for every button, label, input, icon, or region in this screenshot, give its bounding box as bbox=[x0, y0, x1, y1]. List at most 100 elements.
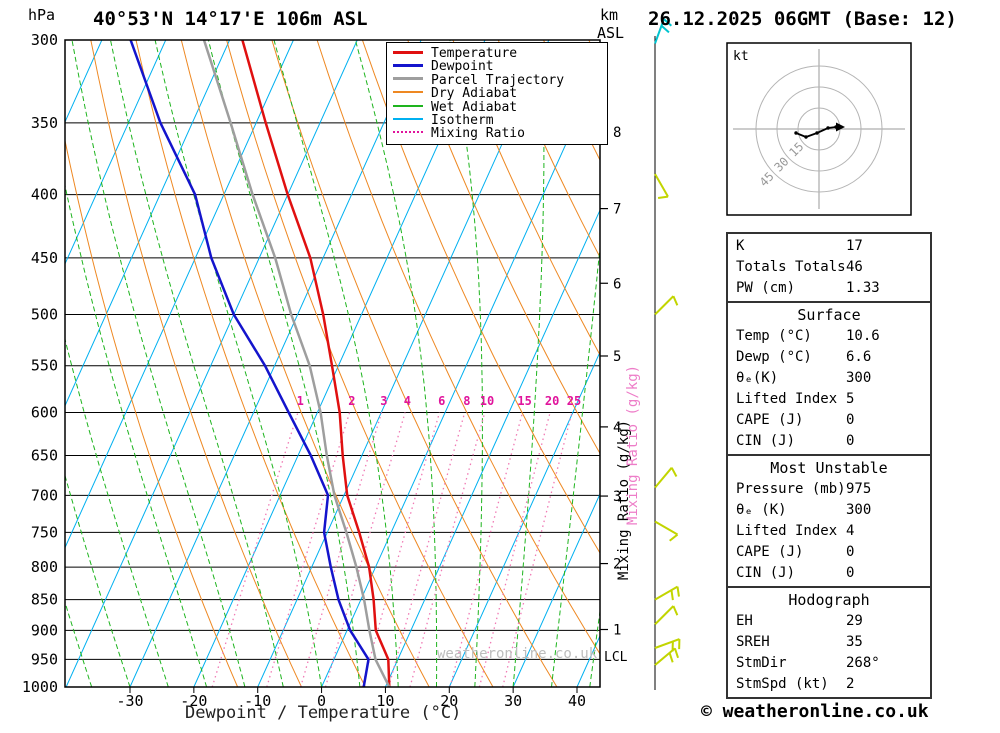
stat-label: CAPE (J) bbox=[736, 412, 804, 428]
legend-label: Wet Adiabat bbox=[431, 99, 518, 115]
stat-row: StmSpd (kt) 2 bbox=[728, 674, 930, 695]
svg-text:3: 3 bbox=[380, 394, 387, 408]
svg-text:2: 2 bbox=[613, 557, 621, 573]
stat-value: 0 bbox=[846, 412, 855, 428]
stat-value: 6.6 bbox=[846, 349, 872, 365]
stat-value: 0 bbox=[846, 544, 855, 560]
svg-text:-20: -20 bbox=[180, 692, 207, 710]
svg-text:750: 750 bbox=[31, 523, 58, 541]
svg-text:800: 800 bbox=[31, 558, 58, 576]
svg-text:400: 400 bbox=[31, 186, 58, 204]
stat-row: Temp (°C) 10.6 bbox=[728, 326, 930, 347]
svg-text:6: 6 bbox=[438, 394, 445, 408]
stat-value: 17 bbox=[846, 238, 863, 254]
stat-row: Lifted Index 5 bbox=[728, 389, 930, 410]
stats-table: K 17 Totals Totals 46 PW (cm) 1.33 Surface Temp… bbox=[726, 232, 932, 699]
pressure-unit-label: hPa bbox=[28, 6, 56, 24]
legend-label: Mixing Ratio bbox=[431, 126, 525, 142]
stat-label: StmSpd (kt) bbox=[736, 676, 829, 692]
stat-label: CIN (J) bbox=[736, 565, 796, 581]
svg-text:8: 8 bbox=[613, 125, 621, 141]
svg-text:550: 550 bbox=[31, 357, 58, 375]
svg-text:10: 10 bbox=[376, 692, 394, 710]
x-axis-label: Dewpoint / Temperature (°C) bbox=[185, 703, 462, 723]
stat-value: 268° bbox=[846, 655, 880, 671]
stat-label: Temp (°C) bbox=[736, 328, 812, 344]
svg-text:-10: -10 bbox=[244, 692, 271, 710]
svg-text:5: 5 bbox=[613, 349, 621, 365]
stat-row: θₑ (K) 300 bbox=[728, 500, 930, 521]
watermark: weatheronline.co.uk bbox=[437, 646, 598, 662]
mixing-ratio-lines bbox=[211, 412, 573, 687]
svg-text:850: 850 bbox=[31, 591, 58, 609]
altitude-unit-asl: ASL bbox=[597, 24, 625, 42]
mixing-ratio-axis-label-pink: Mixing Ratio (g/kg) bbox=[625, 364, 641, 526]
stat-label: PW (cm) bbox=[736, 280, 796, 296]
stats-block: Surface Temp (°C) 10.6 Dewp (°C) 6.6 θₑ(K) 300… bbox=[728, 301, 930, 454]
parcel-trajectory-curve bbox=[202, 40, 391, 687]
svg-text:4: 4 bbox=[613, 420, 621, 436]
svg-text:10: 10 bbox=[480, 394, 494, 408]
stat-row: CIN (J) 0 bbox=[728, 563, 930, 584]
hodograph-unit-label: kt bbox=[733, 49, 749, 64]
svg-text:1000: 1000 bbox=[22, 678, 58, 696]
stat-value: 35 bbox=[846, 634, 863, 650]
stat-label: CIN (J) bbox=[736, 433, 796, 449]
svg-text:900: 900 bbox=[31, 621, 58, 639]
legend-swatch bbox=[393, 104, 423, 107]
stats-section-header: Most Unstable bbox=[770, 459, 888, 477]
pressure-axis-labels: 300 350 400 450 500 550 600 650 700 750 800 850 900 9… bbox=[22, 31, 58, 696]
svg-text:600: 600 bbox=[31, 403, 58, 421]
stat-value: 10.6 bbox=[846, 328, 880, 344]
mixing-ratio-labels: 1 2 3 4 6 8 10 15 20 25 bbox=[297, 394, 582, 408]
stat-row: EH 29 bbox=[728, 611, 930, 632]
legend-item: Parcel Trajectory bbox=[391, 74, 603, 87]
stat-label: Dewp (°C) bbox=[736, 349, 812, 365]
stat-row: PW (cm) 1.33 bbox=[728, 278, 930, 299]
stat-label: θₑ (K) bbox=[736, 502, 787, 518]
legend-item: Isotherm bbox=[391, 114, 603, 127]
stat-value: 2 bbox=[846, 676, 855, 692]
svg-text:350: 350 bbox=[31, 114, 58, 132]
legend-swatch bbox=[393, 50, 423, 54]
svg-text:500: 500 bbox=[31, 306, 58, 324]
plot-border bbox=[64, 39, 601, 688]
stats-section-header: Surface bbox=[797, 306, 861, 324]
legend-item: Dry Adiabat bbox=[391, 87, 603, 100]
dewpoint-curve bbox=[129, 40, 370, 687]
wind-barbs bbox=[654, 18, 681, 690]
stat-row: StmDir 268° bbox=[728, 653, 930, 674]
svg-text:25: 25 bbox=[567, 394, 581, 408]
stat-value: 4 bbox=[846, 523, 855, 539]
stat-row: Pressure (mb) 975 bbox=[728, 479, 930, 500]
stat-row: SREH 35 bbox=[728, 632, 930, 653]
stat-row: CIN (J) 0 bbox=[728, 431, 930, 452]
stats-block: Most Unstable Pressure (mb) 975 θₑ (K) 300 Li… bbox=[728, 454, 930, 586]
svg-text:30: 30 bbox=[504, 692, 522, 710]
stat-label: θₑ(K) bbox=[736, 370, 779, 386]
legend-item: Mixing Ratio bbox=[391, 127, 603, 140]
stat-label: K bbox=[736, 238, 745, 254]
svg-text:20: 20 bbox=[545, 394, 559, 408]
stat-value: 46 bbox=[846, 259, 863, 275]
legend-swatch bbox=[393, 63, 423, 67]
stats-block: K 17 Totals Totals 46 PW (cm) 1.33 bbox=[728, 234, 930, 301]
legend-swatch bbox=[393, 117, 423, 120]
svg-text:450: 450 bbox=[31, 249, 58, 267]
stat-row: CAPE (J) 0 bbox=[728, 542, 930, 563]
stat-label: EH bbox=[736, 613, 753, 629]
stat-value: 300 bbox=[846, 370, 872, 386]
temperature-curve bbox=[241, 40, 391, 687]
svg-text:2: 2 bbox=[348, 394, 355, 408]
stat-label: CAPE (J) bbox=[736, 544, 804, 560]
svg-text:0: 0 bbox=[317, 692, 326, 710]
legend-item: Temperature bbox=[391, 47, 603, 60]
stat-value: 1.33 bbox=[846, 280, 880, 296]
svg-text:300: 300 bbox=[31, 31, 58, 49]
svg-text:3: 3 bbox=[613, 489, 621, 505]
temperature-axis-labels: -30 -20 -10 0 10 20 30 40 bbox=[116, 687, 586, 710]
stat-value: 300 bbox=[846, 502, 872, 518]
station-title: 40°53'N 14°17'E 106m ASL bbox=[93, 8, 368, 30]
